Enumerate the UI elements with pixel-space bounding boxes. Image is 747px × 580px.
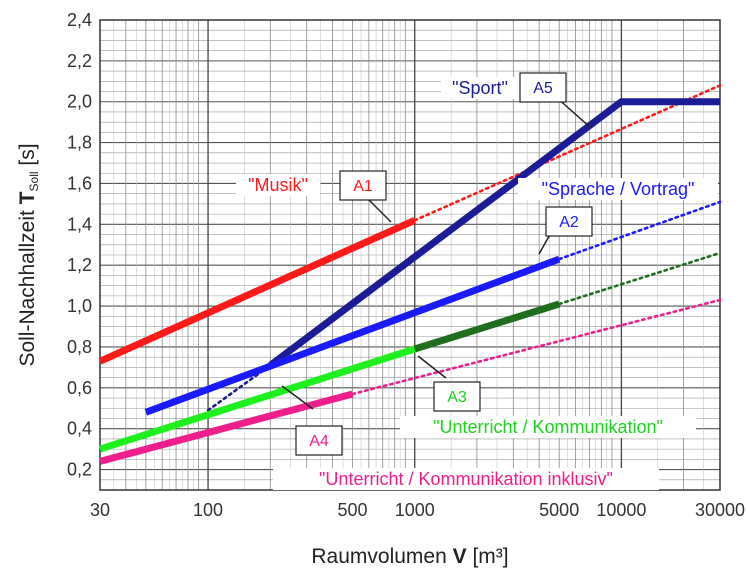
label-sport: "Sport" (441, 77, 519, 99)
label-inklusiv-text: "Unterricht / Kommunikation inklusiv" (319, 469, 613, 489)
x-tick-label: 5000 (539, 500, 579, 520)
y-tick-label: 0,2 (67, 460, 92, 480)
x-tick-label: 30 (90, 500, 110, 520)
series-a3-dotted (557, 251, 722, 306)
label-box-a4-text: A4 (309, 433, 329, 450)
y-tick-label: 0,4 (67, 419, 92, 439)
y-tick-label: 1,8 (67, 133, 92, 153)
label-box-a1-text: A1 (353, 178, 373, 195)
label-box-a1: A1 (339, 170, 387, 201)
label-sport-text: "Sport" (452, 78, 508, 98)
y-tick-label: 0,8 (67, 337, 92, 357)
label-box-a5: A5 (519, 72, 567, 103)
y-axis-title: Soll-Nachhallzeit TSoll [s] (16, 143, 41, 366)
series-a1-line (98, 217, 417, 365)
series-a2-dotted (557, 200, 722, 261)
series-a4-line (99, 390, 354, 465)
label-musik-text: "Musik" (248, 175, 308, 195)
series-a3-line-2 (413, 300, 561, 353)
label-box-a5-text: A5 (533, 80, 553, 97)
label-sprache-text: "Sprache / Vortrag" (542, 179, 695, 199)
label-musik: "Musik" (236, 174, 320, 196)
y-tick-label: 1,4 (67, 214, 92, 234)
x-tick-label: 100 (193, 500, 223, 520)
series-lines (98, 84, 722, 465)
x-axis-title: Raumvolumen V [m³] (311, 545, 508, 568)
label-sprache: "Sprache / Vortrag" (518, 178, 718, 200)
label-inklusiv: "Unterricht / Kommunikation inklusiv" (273, 468, 659, 490)
y-tick-label: 2,0 (67, 92, 92, 112)
y-tick-label: 2,4 (67, 10, 92, 30)
label-box-a2: A2 (545, 206, 593, 237)
x-tick-label: 500 (337, 500, 367, 520)
y-tick-label: 0,6 (67, 378, 92, 398)
series-a2-line (144, 255, 561, 416)
y-tick-label: 1,2 (67, 255, 92, 275)
series-a3-line (98, 345, 416, 453)
label-unterricht: "Unterricht / Kommunikation" (400, 416, 696, 438)
y-tick-label: 1,6 (67, 173, 92, 193)
series-a5-line (268, 98, 720, 369)
label-box-a3: A3 (433, 381, 481, 412)
label-box-a2-text: A2 (559, 214, 579, 231)
label-box-a4: A4 (295, 425, 343, 456)
y-tick-label: 1,0 (67, 296, 92, 316)
label-unterricht-text: "Unterricht / Kommunikation" (433, 417, 663, 437)
grid (100, 19, 720, 491)
x-tick-label: 30000 (695, 500, 745, 520)
x-tick-label: 1000 (395, 500, 435, 520)
tick-labels: 0,2 0,4 0,6 0,8 1,0 1,2 1,4 1,6 1,8 2,0 2,2 2,4 30 10… (67, 10, 745, 520)
label-box-a3-text: A3 (447, 389, 467, 406)
x-tick-label: 10000 (596, 500, 646, 520)
series-a4-dotted (351, 298, 722, 396)
series-a1-dotted (413, 84, 722, 222)
y-tick-label: 2,2 (67, 51, 92, 71)
